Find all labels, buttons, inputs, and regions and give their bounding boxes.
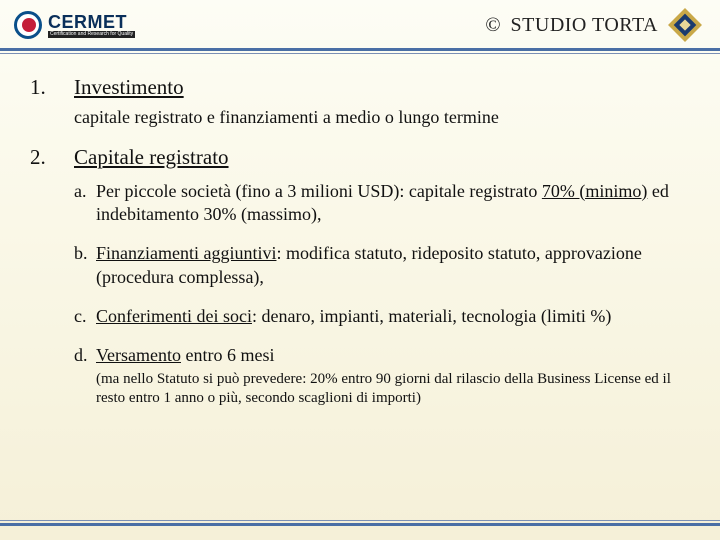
sub-letter: b. xyxy=(74,242,96,289)
sub-text: Conferimenti dei soci: denaro, impianti,… xyxy=(96,305,690,328)
sub-item-c: c. Conferimenti dei soci: denaro, impian… xyxy=(74,305,690,328)
header: CERMET Certification and Research for Qu… xyxy=(0,0,720,51)
logo-subtitle: Certification and Research for Quality xyxy=(48,31,135,38)
sub-list: a. Per piccole società (fino a 3 milioni… xyxy=(74,180,690,409)
studio-name: STUDIO TORTA xyxy=(511,14,658,37)
footer-rule xyxy=(0,523,720,526)
sub-letter: a. xyxy=(74,180,96,227)
sub-pre: Per piccole società (fino a 3 milioni US… xyxy=(96,181,542,201)
sub-item-b: b. Finanziamenti aggiuntivi: modifica st… xyxy=(74,242,690,289)
sub-underline: Finanziamenti aggiuntivi xyxy=(96,243,276,263)
sub-text: Versamento entro 6 mesi (ma nello Statut… xyxy=(96,344,690,408)
section-desc: capitale registrato e finanziamenti a me… xyxy=(74,106,690,129)
copyright-symbol: © xyxy=(485,14,500,37)
section-body: Capitale registrato a. Per piccole socie… xyxy=(74,145,690,413)
logo-title: CERMET xyxy=(48,13,135,31)
sub-text: Per piccole società (fino a 3 milioni US… xyxy=(96,180,690,227)
sub-letter: c. xyxy=(74,305,96,328)
section-number: 2. xyxy=(30,145,74,413)
sub-post: entro 6 mesi xyxy=(181,345,274,365)
content: 1. Investimento capitale registrato e fi… xyxy=(0,51,720,439)
sub-underline: Conferimenti dei soci xyxy=(96,306,252,326)
sub-text: Finanziamenti aggiuntivi: modifica statu… xyxy=(96,242,690,289)
section-1: 1. Investimento capitale registrato e fi… xyxy=(30,75,690,129)
cermet-logo-icon xyxy=(14,11,42,39)
section-2: 2. Capitale registrato a. Per piccole so… xyxy=(30,145,690,413)
section-body: Investimento capitale registrato e finan… xyxy=(74,75,690,129)
sub-underline: 70% (minimo) xyxy=(542,181,648,201)
sub-underline: Versamento xyxy=(96,345,181,365)
header-right: © STUDIO TORTA xyxy=(485,8,702,42)
sub-item-a: a. Per piccole società (fino a 3 milioni… xyxy=(74,180,690,227)
sub-post: : denaro, impianti, materiali, tecnologi… xyxy=(252,306,611,326)
sub-note: (ma nello Statuto si può prevedere: 20% … xyxy=(96,370,690,409)
sub-item-d: d. Versamento entro 6 mesi (ma nello Sta… xyxy=(74,344,690,408)
sub-letter: d. xyxy=(74,344,96,408)
section-number: 1. xyxy=(30,75,74,129)
section-title: Capitale registrato xyxy=(74,145,690,170)
logo-left: CERMET Certification and Research for Qu… xyxy=(14,11,135,39)
logo-text-block: CERMET Certification and Research for Qu… xyxy=(48,13,135,38)
section-title: Investimento xyxy=(74,75,690,100)
diamond-logo-icon xyxy=(668,8,702,42)
